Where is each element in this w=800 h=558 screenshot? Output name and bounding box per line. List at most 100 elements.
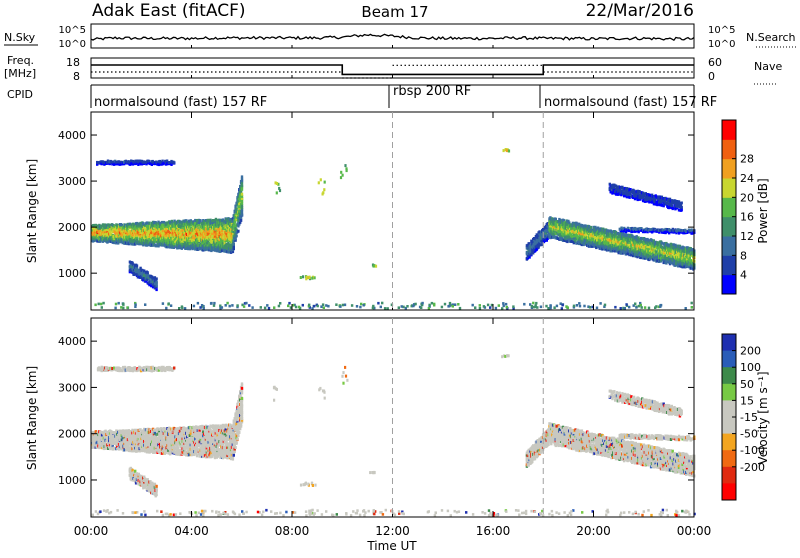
range-cell (447, 305, 449, 308)
range-cell (279, 189, 281, 192)
range-cell (203, 307, 205, 310)
range-cell (300, 276, 302, 279)
range-cell (279, 302, 281, 305)
range-cell (339, 305, 341, 308)
range-cell (589, 306, 591, 309)
range-cell (414, 303, 416, 306)
range-cell (531, 305, 533, 308)
range-cell (583, 305, 585, 308)
range-cell (311, 307, 313, 310)
range-cell (155, 277, 157, 280)
range-cell (579, 305, 581, 308)
range-cell (487, 304, 489, 307)
range-cell (241, 184, 243, 187)
range-cell (276, 191, 278, 194)
colorbar-swatch (722, 178, 736, 198)
range-cell (240, 219, 242, 222)
range-cell (512, 305, 514, 308)
range-cell (213, 302, 215, 305)
range-cell (457, 303, 459, 306)
range-cell (144, 303, 146, 306)
range-cell (173, 161, 175, 164)
ytick-label: 4000 (58, 129, 86, 142)
colorbar-tick-label: 16 (740, 211, 754, 224)
range-cell (406, 305, 408, 308)
range-cell (184, 307, 186, 310)
range-cell (308, 304, 310, 307)
range-cell (635, 306, 637, 309)
range-cell (498, 304, 500, 307)
range-cell (624, 307, 626, 310)
range-cell (628, 306, 630, 309)
range-cell (147, 271, 149, 274)
range-cell (363, 304, 365, 307)
range-cell (241, 175, 243, 178)
range-cell (302, 275, 304, 278)
range-cell (126, 306, 128, 309)
range-cell (505, 303, 507, 306)
range-cell (197, 302, 199, 305)
range-cell (248, 304, 250, 307)
ytick-label: 3000 (58, 175, 86, 188)
colorbar-swatch (722, 159, 736, 179)
range-cell (351, 304, 353, 307)
range-cell (387, 307, 389, 310)
range-cell (381, 302, 383, 305)
range-cell (199, 219, 201, 222)
range-cell (213, 304, 215, 307)
range-cell (545, 305, 547, 308)
power-colorbar-label: Power [dB] (756, 178, 770, 243)
power-ylabel: Slant Range [km] (25, 159, 39, 263)
cpid-segment-1: normalsound (fast) 157 RF (94, 95, 267, 110)
range-cell (101, 306, 103, 309)
range-cell (100, 303, 102, 306)
range-cell (691, 302, 693, 305)
range-cell (231, 304, 233, 307)
range-cell (421, 302, 423, 305)
range-cell (241, 204, 243, 207)
range-cell (576, 304, 578, 307)
range-cell (377, 302, 379, 305)
range-cell (428, 304, 430, 307)
range-cell (168, 302, 170, 305)
range-cell (532, 302, 534, 305)
freq-strip: Freq. [MHz] 18 8 60 0 Nave (4, 54, 782, 84)
range-cell (243, 305, 245, 308)
range-cell (474, 306, 476, 309)
range-cell (644, 306, 646, 309)
range-cell (235, 234, 237, 237)
range-cell (210, 302, 212, 305)
freq-tick-top: 18 (66, 56, 80, 69)
nsky-label: N.Sky (4, 31, 36, 44)
cpid-label: CPID (7, 88, 33, 101)
range-cell (634, 303, 636, 306)
range-cell (241, 213, 243, 216)
range-cell (459, 307, 461, 310)
range-cell (495, 307, 497, 310)
range-cell (604, 304, 606, 307)
range-cell (114, 307, 116, 310)
range-cell (590, 226, 592, 229)
range-cell (323, 188, 325, 191)
range-cell (155, 281, 157, 284)
colorbar-swatch (722, 275, 736, 295)
nsky-tick-bottom: 10^0 (59, 39, 86, 50)
range-cell (233, 243, 235, 246)
range-cell (323, 306, 325, 309)
range-cell (412, 305, 414, 308)
range-cell (251, 306, 253, 309)
range-cell (94, 304, 96, 307)
range-cell (431, 302, 433, 305)
noise-strip: N.Sky 10^5 10^0 10^5 10^0 N.Search (4, 24, 796, 50)
range-cell (454, 303, 456, 306)
range-cell (553, 306, 555, 309)
colorbar-swatch (722, 139, 736, 159)
range-cell (260, 306, 262, 309)
range-cell (241, 188, 243, 191)
nsky-series-line (91, 34, 694, 40)
range-cell (479, 307, 481, 310)
range-cell (501, 307, 503, 310)
range-cell (275, 181, 277, 184)
